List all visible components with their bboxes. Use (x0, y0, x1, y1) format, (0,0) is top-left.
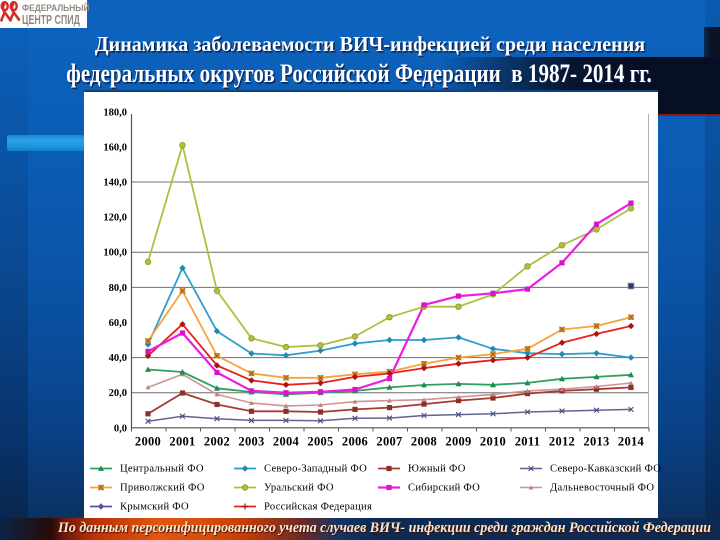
svg-text:2008: 2008 (411, 435, 437, 449)
svg-text:160,0: 160,0 (103, 142, 127, 153)
svg-text:2009: 2009 (445, 435, 471, 449)
svg-text:80,0: 80,0 (109, 283, 127, 294)
svg-text:2012: 2012 (549, 435, 575, 449)
svg-text:2007: 2007 (376, 435, 402, 449)
svg-text:Крымский ФО: Крымский ФО (120, 502, 189, 513)
svg-text:2001: 2001 (169, 435, 195, 449)
svg-text:2011: 2011 (515, 435, 541, 449)
svg-text:2002: 2002 (204, 435, 230, 449)
svg-text:Российская Федерация: Российская Федерация (264, 502, 372, 513)
svg-text:Центральный ФО: Центральный ФО (120, 464, 204, 475)
svg-text:0,0: 0,0 (114, 423, 127, 434)
svg-text:Уральский ФО: Уральский ФО (264, 483, 334, 494)
svg-text:100,0: 100,0 (103, 248, 127, 259)
svg-text:2004: 2004 (273, 435, 300, 449)
svg-text:Южный ФО: Южный ФО (408, 464, 466, 475)
svg-text:Дальневосточный ФО: Дальневосточный ФО (550, 483, 654, 494)
svg-text:120,0: 120,0 (103, 213, 127, 224)
svg-text:2010: 2010 (480, 435, 506, 449)
svg-text:140,0: 140,0 (103, 178, 127, 189)
svg-text:2006: 2006 (342, 435, 368, 449)
svg-text:Северо-Западный ФО: Северо-Западный ФО (264, 464, 367, 475)
svg-text:2000: 2000 (135, 435, 161, 449)
svg-text:Приволжский ФО: Приволжский ФО (120, 483, 205, 494)
svg-text:2005: 2005 (307, 435, 333, 449)
svg-text:Сибирский ФО: Сибирский ФО (408, 483, 480, 494)
svg-text:20,0: 20,0 (109, 388, 127, 399)
svg-text:180,0: 180,0 (103, 107, 127, 118)
svg-text:2003: 2003 (238, 435, 264, 449)
svg-text:2014: 2014 (618, 435, 645, 449)
svg-text:60,0: 60,0 (109, 318, 127, 329)
svg-text:40,0: 40,0 (109, 353, 127, 364)
svg-text:2013: 2013 (583, 435, 609, 449)
svg-text:Северо-Кавказский ФО: Северо-Кавказский ФО (550, 464, 661, 475)
